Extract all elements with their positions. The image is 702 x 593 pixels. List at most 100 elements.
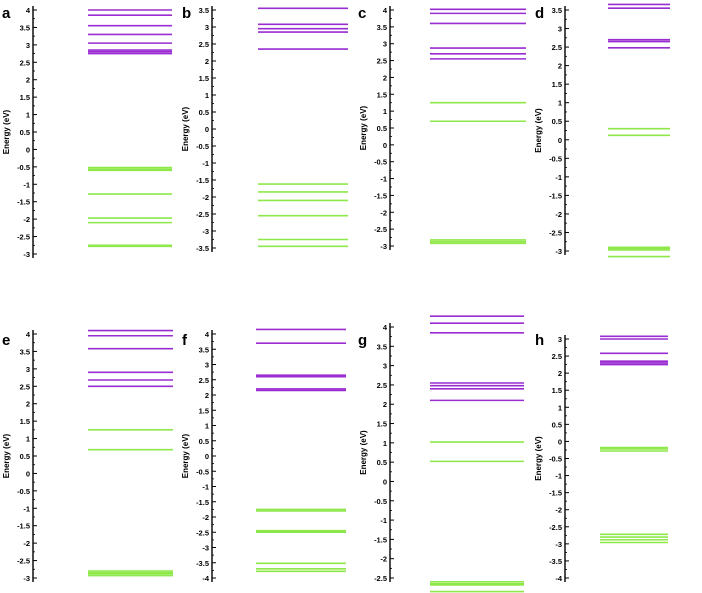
y-tick-label: -2 (202, 513, 209, 522)
y-tick-label: 2.5 (377, 57, 387, 66)
panel-letter: a (2, 5, 11, 22)
y-tick-label: -1.5 (549, 489, 562, 498)
y-tick-label: 2.5 (552, 43, 562, 52)
panel-a: a 4 3.5 3 2.5 2 1.5 1 0.5 0 -0.5 -1 -1.5 -2 -2.5 -3 Ener… (2, 5, 172, 259)
y-tick-label: 1 (205, 422, 209, 431)
y-tick-label: 3.5 (377, 23, 387, 32)
y-tick-label: 1.5 (20, 93, 30, 102)
y-tick-label: -1.5 (374, 191, 387, 200)
y-tick-label: 0.5 (552, 117, 562, 126)
y-tick-label: -0.5 (17, 487, 30, 496)
y-tick-label: 1 (383, 439, 387, 448)
y-tick-label: -4 (202, 574, 209, 583)
panel-h: h 3 2.5 2 1.5 1 0.5 0 -0.5 -1 -1.5 -2 -2.5 -3 -3.5 -4 En… (534, 332, 668, 583)
y-tick-label: -2.5 (17, 557, 30, 566)
y-tick-label: -2.5 (17, 233, 30, 242)
y-tick-label: 4 (205, 330, 210, 339)
y-tick-label: -0.5 (374, 158, 387, 167)
y-axis-label: Energy (eV) (2, 433, 11, 478)
panel-f: f 4 3.5 3 2.5 2 1.5 1 0.5 0 -0.5 -1 -1.5 -2 -2.5 -3 -3.5… (181, 328, 346, 583)
y-tick-label: -2.5 (196, 210, 209, 219)
y-tick-label: 1.5 (552, 386, 562, 395)
y-tick-label: 3.5 (199, 6, 209, 15)
y-tick-label: 1 (558, 403, 562, 412)
y-tick-label: 0 (26, 145, 30, 154)
y-tick-label: 0 (383, 141, 387, 150)
y-tick-label: 0.5 (20, 128, 30, 137)
y-tick-label: -1 (380, 175, 387, 184)
y-tick-label: 2 (383, 73, 387, 82)
y-tick-label: -2 (202, 193, 209, 202)
y-tick-label: -3 (23, 250, 30, 259)
y-tick-label: 0 (205, 452, 209, 461)
y-tick-label: -0.5 (374, 497, 387, 506)
y-tick-label: 1 (205, 91, 209, 100)
y-tick-label: 0.5 (377, 124, 387, 133)
y-tick-label: 4 (383, 6, 388, 15)
y-tick-label: 3 (205, 23, 209, 32)
y-tick-label: 2 (26, 76, 30, 85)
y-tick-label: 3.5 (199, 345, 209, 354)
y-tick-label: -1.5 (549, 191, 562, 200)
y-tick-label: -1.5 (196, 498, 209, 507)
y-tick-label: -3.5 (196, 244, 209, 253)
panel-letter: c (358, 5, 366, 22)
y-tick-label: -3 (202, 544, 209, 553)
y-tick-label: 4 (383, 323, 388, 332)
y-tick-label: -2 (23, 215, 30, 224)
y-tick-label: -1 (380, 516, 387, 525)
y-tick-label: 3 (26, 365, 30, 374)
y-tick-label: 0 (558, 136, 562, 145)
y-tick-label: 3 (26, 41, 30, 50)
y-tick-label: -0.5 (549, 154, 562, 163)
y-tick-label: -3 (23, 574, 30, 583)
y-tick-label: -2 (380, 555, 387, 564)
y-tick-label: 3 (205, 361, 209, 370)
y-tick-label: 2.5 (377, 381, 387, 390)
y-tick-label: -0.5 (196, 142, 209, 151)
y-tick-label: 1.5 (199, 74, 209, 83)
y-tick-label: -3 (202, 227, 209, 236)
y-tick-label: 4 (26, 330, 31, 339)
y-tick-label: 3 (558, 335, 562, 344)
y-tick-label: 0.5 (377, 458, 387, 467)
y-tick-label: -3 (555, 540, 562, 549)
y-tick-label: -2 (555, 506, 562, 515)
y-tick-label: 2 (558, 62, 562, 71)
y-tick-label: -2.5 (196, 528, 209, 537)
y-tick-label: 2.5 (20, 58, 30, 67)
y-tick-label: 1 (383, 107, 387, 116)
y-axis-label: Energy (eV) (534, 436, 543, 481)
panel-g: g 4 3.5 3 2.5 2 1.5 1 0.5 0 -0.5 -1 -1.5 -2 -2.5 Energy… (358, 315, 524, 593)
y-tick-label: -0.5 (549, 455, 562, 464)
y-tick-label: 3.5 (20, 23, 30, 32)
y-axis-label: Energy (eV) (359, 430, 368, 475)
y-tick-label: 0 (205, 125, 209, 134)
y-tick-label: -1.5 (374, 535, 387, 544)
y-axis-label: Energy (eV) (181, 106, 190, 151)
y-tick-label: 0 (26, 469, 30, 478)
y-tick-label: 0.5 (199, 437, 209, 446)
y-tick-label: -1.5 (17, 522, 30, 531)
panel-b: b 3.5 3 2.5 2 1.5 1 0.5 0 -0.5 -1 -1.5 -2 -2.5 -3 -3.5 E… (181, 5, 348, 253)
y-tick-label: 2.5 (552, 352, 562, 361)
y-tick-label: -3.5 (549, 557, 562, 566)
panel-letter: d (535, 5, 544, 22)
y-tick-label: -2.5 (549, 523, 562, 532)
y-tick-label: 1 (558, 99, 562, 108)
y-tick-label: -1 (555, 472, 562, 481)
y-tick-label: 3 (383, 40, 387, 49)
y-tick-label: 1 (26, 435, 30, 444)
y-tick-label: 2 (205, 391, 209, 400)
y-tick-label: 2.5 (199, 376, 209, 385)
y-tick-label: -1 (202, 483, 209, 492)
y-tick-label: 2.5 (199, 40, 209, 49)
y-tick-label: -2.5 (549, 228, 562, 237)
y-tick-label: -0.5 (17, 163, 30, 172)
y-axis-label: Energy (eV) (534, 108, 543, 153)
y-tick-label: -4 (555, 574, 562, 583)
y-tick-label: 2 (558, 369, 562, 378)
y-tick-label: -1.5 (17, 198, 30, 207)
y-tick-label: -1 (555, 173, 562, 182)
